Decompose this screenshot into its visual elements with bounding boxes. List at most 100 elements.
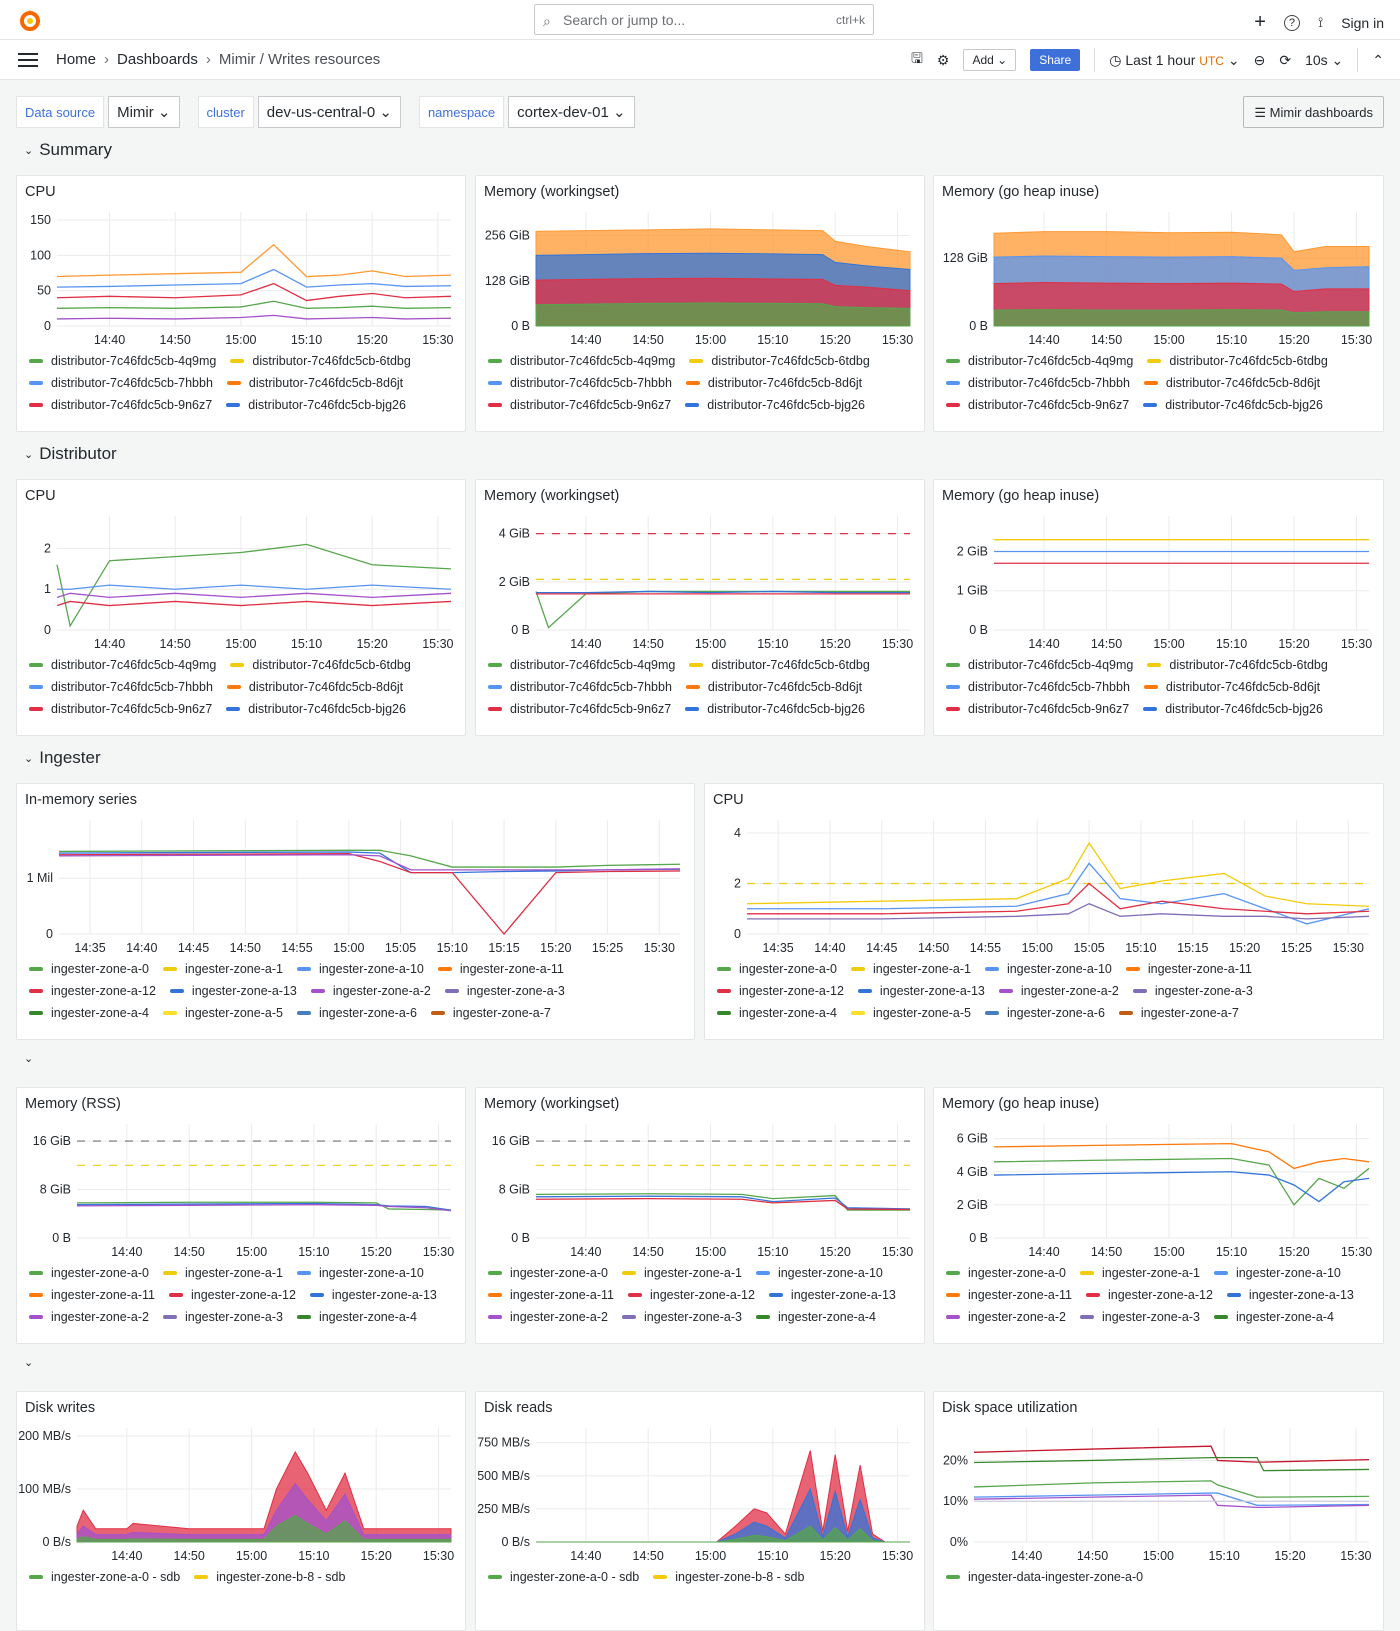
legend-item[interactable]: distributor-7c46fdc5cb-7hbbh bbox=[946, 376, 1130, 390]
legend-item[interactable]: distributor-7c46fdc5cb-8d6jt bbox=[1143, 376, 1320, 390]
panel-disk-space-utilization[interactable]: Disk space utilization 14:40 14:50 15:00 15:… bbox=[933, 1391, 1384, 1631]
legend-item[interactable]: ingester-zone-a-11 bbox=[946, 1288, 1072, 1302]
legend-item[interactable]: ingester-zone-a-11 bbox=[29, 1288, 155, 1302]
legend-item[interactable]: ingester-data-ingester-zone-a-0 bbox=[946, 1570, 1143, 1584]
panel-cpu[interactable]: CPU 14:40 14:50 15:00 15:10 15:20 15:30 0 50 100 1… bbox=[16, 175, 466, 432]
legend-item[interactable]: distributor-7c46fdc5cb-7hbbh bbox=[488, 680, 672, 694]
legend-item[interactable]: ingester-zone-a-0 bbox=[488, 1266, 608, 1280]
legend-item[interactable]: distributor-7c46fdc5cb-6tdbg bbox=[1147, 354, 1328, 368]
legend-item[interactable]: ingester-zone-a-3 bbox=[621, 1310, 742, 1324]
sign-in-link[interactable]: Sign in bbox=[1341, 14, 1384, 31]
legend-item[interactable]: distributor-7c46fdc5cb-8d6jt bbox=[685, 376, 862, 390]
legend-item[interactable]: ingester-zone-a-12 bbox=[628, 1288, 755, 1302]
legend-item[interactable]: distributor-7c46fdc5cb-4q9mg bbox=[488, 658, 675, 672]
legend-item[interactable]: distributor-7c46fdc5cb-bjg26 bbox=[1143, 398, 1323, 412]
legend-item[interactable]: ingester-zone-a-5 bbox=[162, 1006, 283, 1020]
legend-item[interactable]: ingester-zone-a-12 bbox=[717, 984, 844, 998]
legend-item[interactable]: ingester-zone-a-12 bbox=[29, 984, 156, 998]
legend-item[interactable]: ingester-zone-a-13 bbox=[309, 1288, 437, 1302]
legend-item[interactable]: ingester-zone-a-11 bbox=[437, 962, 564, 976]
legend-item[interactable]: distributor-7c46fdc5cb-8d6jt bbox=[1143, 680, 1320, 694]
breadcrumb-dashboards[interactable]: Dashboards bbox=[117, 51, 198, 68]
panel-disk-reads[interactable]: Disk reads 14:40 14:50 15:00 15:10 15:20 15:30… bbox=[475, 1391, 925, 1631]
legend-item[interactable]: ingester-zone-b-8 - sdb bbox=[194, 1570, 345, 1584]
legend-item[interactable]: ingester-zone-a-10 bbox=[1213, 1266, 1341, 1280]
panel-memory-go-heap-inuse[interactable]: Memory (go heap inuse) 14:40 14:50 15:00 15:… bbox=[933, 1087, 1384, 1344]
legend-item[interactable]: ingester-zone-a-3 bbox=[1132, 984, 1253, 998]
legend-item[interactable]: distributor-7c46fdc5cb-7hbbh bbox=[488, 376, 672, 390]
namespace-select[interactable]: cortex-dev-01 ⌄ bbox=[508, 96, 635, 128]
legend-item[interactable]: ingester-zone-a-0 - sdb bbox=[488, 1570, 639, 1584]
panel-disk-writes[interactable]: Disk writes 14:40 14:50 15:00 15:10 15:20 15:3… bbox=[16, 1391, 466, 1631]
legend-item[interactable]: ingester-zone-a-5 bbox=[850, 1006, 971, 1020]
legend-item[interactable]: ingester-zone-a-1 bbox=[850, 962, 971, 976]
legend-item[interactable]: ingester-zone-a-2 bbox=[998, 984, 1119, 998]
legend-item[interactable]: distributor-7c46fdc5cb-9n6z7 bbox=[946, 398, 1129, 412]
legend-item[interactable]: distributor-7c46fdc5cb-bjg26 bbox=[685, 702, 865, 716]
save-icon[interactable]: 🖫 bbox=[910, 50, 923, 66]
legend-item[interactable]: distributor-7c46fdc5cb-4q9mg bbox=[29, 658, 216, 672]
legend-item[interactable]: ingester-zone-a-4 bbox=[755, 1310, 876, 1324]
legend-item[interactable]: ingester-zone-b-8 - sdb bbox=[653, 1570, 804, 1584]
gear-icon[interactable]: ⚙ bbox=[936, 51, 950, 68]
row-ingester[interactable]: ⌄ Ingester bbox=[24, 748, 101, 767]
legend-item[interactable]: ingester-zone-a-10 bbox=[755, 1266, 883, 1280]
panel-memory-workingset[interactable]: Memory (workingset) 14:40 14:50 15:00 15:10 1… bbox=[475, 175, 925, 432]
legend-item[interactable]: ingester-zone-a-4 bbox=[29, 1006, 149, 1020]
legend-item[interactable]: ingester-zone-a-0 - sdb bbox=[29, 1570, 180, 1584]
legend-item[interactable]: distributor-7c46fdc5cb-6tdbg bbox=[1147, 658, 1328, 672]
datasource-select[interactable]: Mimir ⌄ bbox=[108, 96, 180, 128]
panel-cpu[interactable]: CPU 14:40 14:50 15:00 15:10 15:20 15:30 0 1 2 dist… bbox=[16, 479, 466, 736]
row-untitled[interactable]: ⌄ bbox=[24, 1052, 33, 1065]
legend-item[interactable]: ingester-zone-a-1 bbox=[1079, 1266, 1200, 1280]
search-input[interactable]: ⌕ Search or jump to... ctrl+k bbox=[534, 4, 874, 35]
legend-item[interactable]: distributor-7c46fdc5cb-7hbbh bbox=[29, 680, 213, 694]
legend-item[interactable]: distributor-7c46fdc5cb-9n6z7 bbox=[946, 702, 1129, 716]
menu-icon[interactable] bbox=[18, 53, 38, 71]
row-summary[interactable]: ⌄ Summary bbox=[24, 140, 112, 159]
legend-item[interactable]: ingester-zone-a-13 bbox=[169, 984, 297, 998]
legend-item[interactable]: ingester-zone-a-3 bbox=[162, 1310, 283, 1324]
legend-item[interactable]: distributor-7c46fdc5cb-9n6z7 bbox=[488, 398, 671, 412]
legend-item[interactable]: distributor-7c46fdc5cb-6tdbg bbox=[689, 658, 870, 672]
new-plus-icon[interactable]: + bbox=[1254, 11, 1266, 33]
legend-item[interactable]: distributor-7c46fdc5cb-8d6jt bbox=[685, 680, 862, 694]
collapse-chevron-up-icon[interactable]: ⌃ bbox=[1372, 51, 1384, 68]
share-button[interactable]: Share bbox=[1030, 49, 1081, 71]
legend-item[interactable]: distributor-7c46fdc5cb-bjg26 bbox=[685, 398, 865, 412]
legend-item[interactable]: ingester-zone-a-1 bbox=[162, 962, 283, 976]
help-icon[interactable]: ? bbox=[1283, 14, 1300, 31]
panel-memory-go-heap-inuse[interactable]: Memory (go heap inuse) 14:40 14:50 15:00 15:… bbox=[933, 479, 1384, 736]
legend-item[interactable]: ingester-zone-a-7 bbox=[1118, 1006, 1239, 1020]
panel-memory-go-heap-inuse[interactable]: Memory (go heap inuse) 14:40 14:50 15:00 15:… bbox=[933, 175, 1384, 432]
zoom-out-icon[interactable]: ⊖ bbox=[1253, 51, 1266, 68]
legend-item[interactable]: ingester-zone-a-12 bbox=[169, 1288, 296, 1302]
legend-item[interactable]: ingester-zone-a-11 bbox=[488, 1288, 614, 1302]
rss-news-icon[interactable]: ⟟ bbox=[1317, 14, 1324, 30]
legend-item[interactable]: distributor-7c46fdc5cb-9n6z7 bbox=[488, 702, 671, 716]
panel-in-memory-series[interactable]: In-memory series 14:35 14:40 14:45 14:50 14:5… bbox=[16, 783, 695, 1040]
panel-cpu[interactable]: CPU 14:35 14:40 14:45 14:50 14:55 15:00 15:05 15… bbox=[704, 783, 1384, 1040]
legend-item[interactable]: distributor-7c46fdc5cb-6tdbg bbox=[230, 354, 411, 368]
legend-item[interactable]: distributor-7c46fdc5cb-4q9mg bbox=[946, 354, 1133, 368]
legend-item[interactable]: distributor-7c46fdc5cb-6tdbg bbox=[230, 658, 411, 672]
panel-memory-workingset[interactable]: Memory (workingset) 14:40 14:50 15:00 15:10 1… bbox=[475, 1087, 925, 1344]
legend-item[interactable]: ingester-zone-a-0 bbox=[946, 1266, 1066, 1280]
legend-item[interactable]: ingester-zone-a-2 bbox=[310, 984, 431, 998]
refresh-icon[interactable]: ⟳ bbox=[1279, 51, 1292, 68]
legend-item[interactable]: ingester-zone-a-11 bbox=[1125, 962, 1252, 976]
legend-item[interactable]: ingester-zone-a-4 bbox=[717, 1006, 837, 1020]
legend-item[interactable]: ingester-zone-a-3 bbox=[444, 984, 565, 998]
legend-item[interactable]: ingester-zone-a-3 bbox=[1079, 1310, 1200, 1324]
panel-memory-rss[interactable]: Memory (RSS) 14:40 14:50 15:00 15:10 15:20 15:… bbox=[16, 1087, 466, 1344]
legend-item[interactable]: distributor-7c46fdc5cb-7hbbh bbox=[29, 376, 213, 390]
legend-item[interactable]: ingester-zone-a-13 bbox=[857, 984, 985, 998]
legend-item[interactable]: ingester-zone-a-7 bbox=[430, 1006, 551, 1020]
legend-item[interactable]: ingester-zone-a-4 bbox=[296, 1310, 417, 1324]
mimir-dashboards-button[interactable]: ☰ Mimir dashboards bbox=[1243, 96, 1384, 128]
legend-item[interactable]: ingester-zone-a-13 bbox=[768, 1288, 896, 1302]
panel-memory-workingset[interactable]: Memory (workingset) 14:40 14:50 15:00 15:10 1… bbox=[475, 479, 925, 736]
legend-item[interactable]: distributor-7c46fdc5cb-9n6z7 bbox=[29, 702, 212, 716]
legend-item[interactable]: ingester-zone-a-13 bbox=[1226, 1288, 1354, 1302]
legend-item[interactable]: distributor-7c46fdc5cb-8d6jt bbox=[226, 680, 403, 694]
